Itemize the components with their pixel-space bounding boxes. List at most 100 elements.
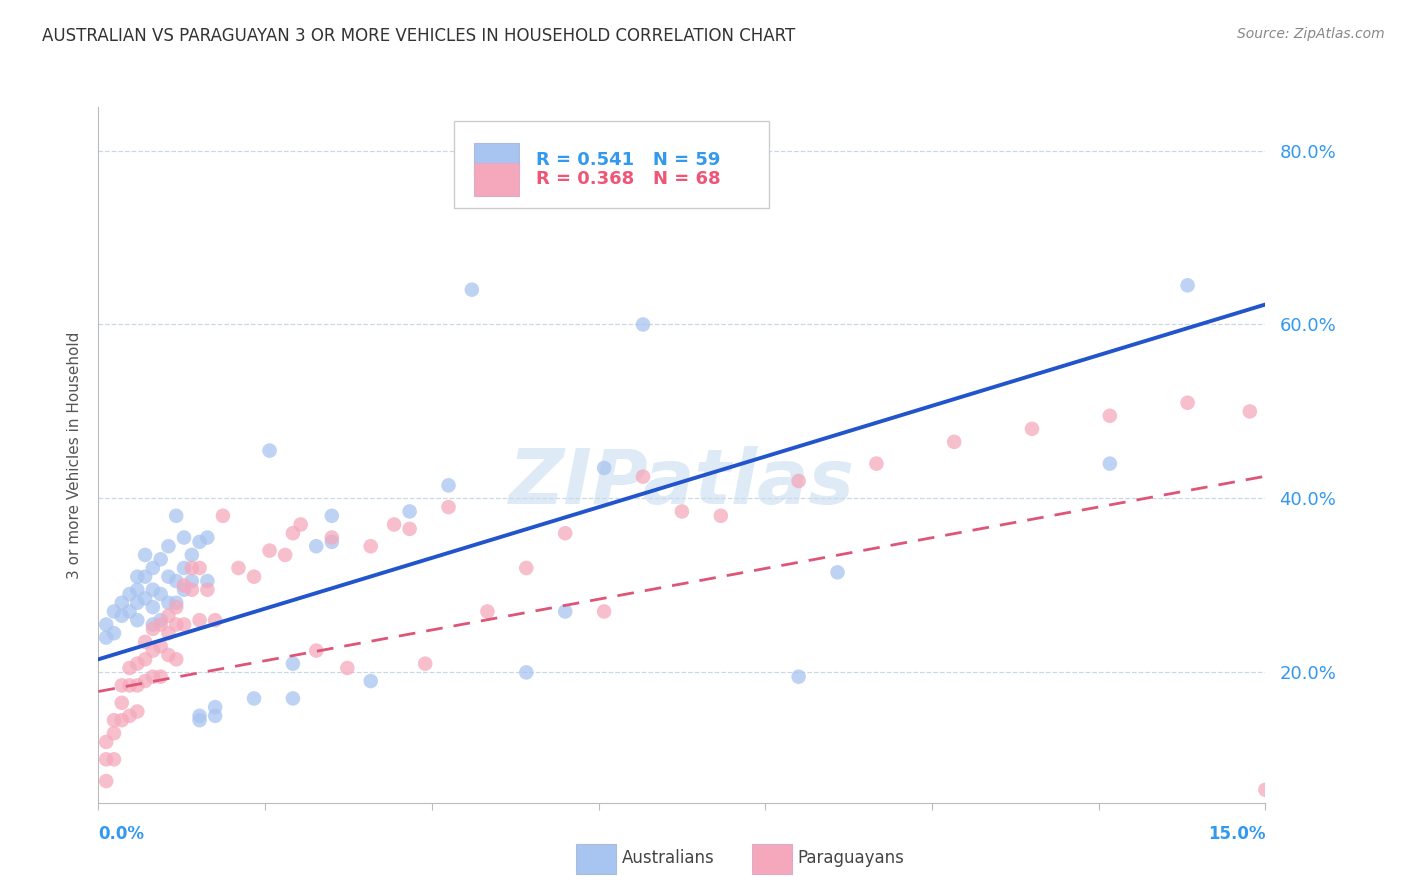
Point xyxy=(111,608,134,623)
Point xyxy=(165,600,187,615)
Point xyxy=(290,517,312,532)
Point xyxy=(204,613,226,627)
Point xyxy=(96,752,118,766)
Point xyxy=(149,613,172,627)
FancyBboxPatch shape xyxy=(454,121,769,208)
FancyBboxPatch shape xyxy=(474,162,519,196)
Point xyxy=(142,561,165,575)
Point xyxy=(103,605,125,619)
Point xyxy=(96,774,118,789)
Point xyxy=(149,617,172,632)
Point xyxy=(281,526,304,541)
Point xyxy=(787,474,810,488)
Text: R = 0.541   N = 59: R = 0.541 N = 59 xyxy=(536,151,720,169)
Point xyxy=(142,622,165,636)
Text: 0.0%: 0.0% xyxy=(98,825,145,843)
Point xyxy=(173,617,195,632)
Point xyxy=(103,713,125,727)
Point xyxy=(142,670,165,684)
Point xyxy=(188,713,211,727)
Point xyxy=(437,500,460,514)
Point xyxy=(305,539,328,553)
Point xyxy=(274,548,297,562)
Point xyxy=(149,552,172,566)
Point xyxy=(943,434,966,449)
Point xyxy=(515,665,537,680)
Point xyxy=(321,534,343,549)
Point xyxy=(305,643,328,657)
Point xyxy=(111,696,134,710)
Point xyxy=(321,531,343,545)
Point xyxy=(111,713,134,727)
Point xyxy=(321,508,343,523)
Point xyxy=(281,691,304,706)
Point xyxy=(360,674,382,689)
Point xyxy=(515,561,537,575)
Point xyxy=(554,526,576,541)
Point xyxy=(710,508,733,523)
Point xyxy=(1239,404,1261,418)
Point xyxy=(259,543,281,558)
Point xyxy=(134,570,156,584)
Point xyxy=(149,670,172,684)
Text: AUSTRALIAN VS PARAGUAYAN 3 OR MORE VEHICLES IN HOUSEHOLD CORRELATION CHART: AUSTRALIAN VS PARAGUAYAN 3 OR MORE VEHIC… xyxy=(42,27,796,45)
Point xyxy=(180,574,202,588)
Point xyxy=(827,566,849,580)
Point xyxy=(477,605,499,619)
Point xyxy=(165,508,187,523)
Point xyxy=(1177,278,1199,293)
Point xyxy=(103,752,125,766)
Point xyxy=(142,582,165,597)
Point xyxy=(149,587,172,601)
FancyBboxPatch shape xyxy=(474,144,519,177)
Point xyxy=(111,596,134,610)
Point xyxy=(382,517,405,532)
Point xyxy=(188,613,211,627)
Point xyxy=(204,708,226,723)
Point xyxy=(103,726,125,740)
Point xyxy=(259,443,281,458)
Point xyxy=(118,708,141,723)
Point xyxy=(157,596,180,610)
Point xyxy=(195,582,218,597)
Point xyxy=(96,631,118,645)
Point xyxy=(173,578,195,592)
Point xyxy=(1098,409,1121,423)
Point xyxy=(165,617,187,632)
Point xyxy=(437,478,460,492)
Point xyxy=(96,617,118,632)
Point xyxy=(188,534,211,549)
Point xyxy=(188,708,211,723)
Point xyxy=(336,661,359,675)
Point xyxy=(111,678,134,692)
Point xyxy=(631,469,654,483)
Point xyxy=(1177,395,1199,409)
Point xyxy=(134,591,156,606)
Point xyxy=(142,643,165,657)
Text: 15.0%: 15.0% xyxy=(1208,825,1265,843)
Point xyxy=(593,461,616,475)
Point xyxy=(671,504,693,518)
Point xyxy=(173,582,195,597)
Text: Source: ZipAtlas.com: Source: ZipAtlas.com xyxy=(1237,27,1385,41)
Point xyxy=(1098,457,1121,471)
Point xyxy=(554,605,576,619)
Point xyxy=(142,617,165,632)
Point xyxy=(118,605,141,619)
Point xyxy=(787,670,810,684)
Point xyxy=(127,657,149,671)
Point xyxy=(127,570,149,584)
Point xyxy=(281,657,304,671)
Point xyxy=(1254,782,1277,797)
Point xyxy=(228,561,250,575)
Point xyxy=(127,678,149,692)
Point xyxy=(127,613,149,627)
Point xyxy=(461,283,484,297)
Point xyxy=(157,648,180,662)
Point xyxy=(865,457,887,471)
Text: ZIPatlas: ZIPatlas xyxy=(509,446,855,520)
Point xyxy=(360,539,382,553)
Point xyxy=(398,504,420,518)
Point xyxy=(212,508,235,523)
Point xyxy=(134,635,156,649)
